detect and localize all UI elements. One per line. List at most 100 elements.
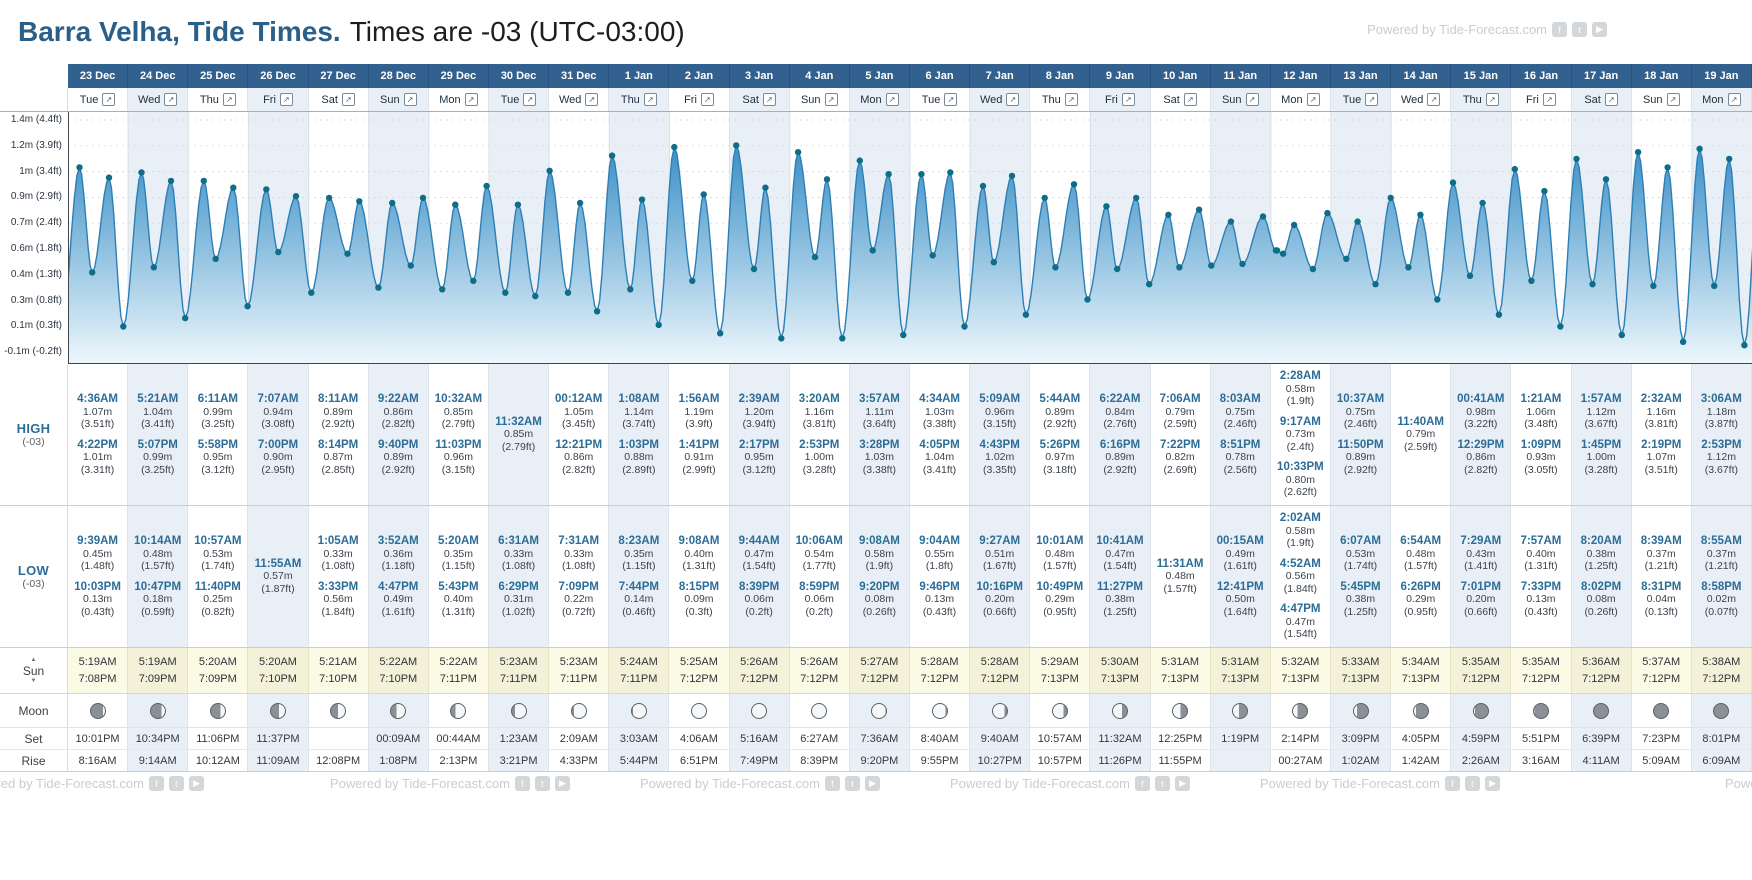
day-link[interactable]: Wed ↗ [549,88,610,111]
day-link[interactable]: Fri ↗ [248,88,309,111]
external-link-icon[interactable]: ↗ [1006,93,1020,106]
external-link-icon[interactable]: ↗ [1542,93,1556,106]
external-link-icon[interactable]: ↗ [1604,93,1618,106]
tide-entry: 5:20AM 0.35m (1.15ft) [438,535,479,573]
date-header-cell[interactable]: 14 Jan [1391,64,1452,88]
date-header-cell[interactable]: 2 Jan [669,64,730,88]
date-header-cell[interactable]: 13 Jan [1331,64,1392,88]
external-link-icon[interactable]: ↗ [1365,93,1379,106]
day-link[interactable]: Thu ↗ [609,88,670,111]
day-link[interactable]: Sat ↗ [308,88,369,111]
date-header-cell[interactable]: 17 Jan [1572,64,1632,88]
tide-time: 5:45PM [1340,580,1381,593]
day-link[interactable]: Tue ↗ [1330,88,1392,111]
date-header-cell[interactable]: 24 Dec [128,64,189,88]
date-header-cell[interactable]: 31 Dec [549,64,610,88]
facebook-icon: f [1444,776,1460,791]
tide-point-dot [439,286,446,293]
day-link[interactable]: Sun ↗ [1210,88,1271,111]
external-link-icon[interactable]: ↗ [523,93,537,106]
day-link[interactable]: Sun ↗ [368,88,429,111]
date-header-cell[interactable]: 10 Jan [1151,64,1211,88]
date-header-cell[interactable]: 6 Jan [910,64,971,88]
day-link[interactable]: Fri ↗ [1090,88,1151,111]
external-link-icon[interactable]: ↗ [700,93,714,106]
day-link[interactable]: Mon ↗ [1270,88,1331,111]
external-link-icon[interactable]: ↗ [885,93,899,106]
day-link[interactable]: Mon ↗ [1691,88,1752,111]
external-link-icon[interactable]: ↗ [102,93,116,106]
external-link-icon[interactable]: ↗ [279,93,293,106]
tide-time: 10:16PM [976,580,1024,593]
external-link-icon[interactable]: ↗ [1666,93,1680,106]
external-link-icon[interactable]: ↗ [403,93,417,106]
tide-height-m: 1.20m [744,405,774,418]
date-header-cell[interactable]: 12 Jan [1271,64,1331,88]
day-link[interactable]: Tue ↗ [909,88,971,111]
tide-time: 2:02AM [1279,512,1321,525]
date-header-cell[interactable]: 7 Jan [970,64,1031,88]
day-link[interactable]: Sat ↗ [1150,88,1211,111]
day-link[interactable]: Sat ↗ [729,88,790,111]
date-header-cell[interactable]: 26 Dec [248,64,309,88]
external-link-icon[interactable]: ↗ [1183,93,1197,106]
day-link[interactable]: Sat ↗ [1571,88,1632,111]
date-header-cell[interactable]: 11 Jan [1211,64,1271,88]
date-header-cell[interactable]: 1 Jan [609,64,670,88]
day-link[interactable]: Sun ↗ [1631,88,1692,111]
external-link-icon[interactable]: ↗ [1245,93,1259,106]
day-link[interactable]: Fri ↗ [669,88,730,111]
date-header-cell[interactable]: 28 Dec [369,64,429,88]
moon-phase-icon [330,702,347,719]
external-link-icon[interactable]: ↗ [1727,93,1741,106]
day-link[interactable]: Mon ↗ [428,88,489,111]
date-header-cell[interactable]: 9 Jan [1090,64,1151,88]
external-link-icon[interactable]: ↗ [1064,93,1078,106]
external-link-icon[interactable]: ↗ [464,93,478,106]
moon-phase-icon [149,702,166,719]
moon-phase-icon [1051,702,1068,719]
day-link[interactable]: Wed ↗ [128,88,189,111]
date-header-cell[interactable]: 18 Jan [1632,64,1692,88]
day-link[interactable]: Thu ↗ [1030,88,1091,111]
date-header-cell[interactable]: 27 Dec [309,64,369,88]
external-link-icon[interactable]: ↗ [1427,93,1441,106]
day-link[interactable]: Wed ↗ [1391,88,1452,111]
day-link[interactable]: Thu ↗ [1451,88,1512,111]
day-link[interactable]: Wed ↗ [970,88,1031,111]
date-header-cell[interactable]: 30 Dec [489,64,550,88]
tide-time: 6:26PM [1400,580,1441,593]
external-link-icon[interactable]: ↗ [1121,93,1135,106]
external-link-icon[interactable]: ↗ [222,93,236,106]
external-link-icon[interactable]: ↗ [643,93,657,106]
moonrise-time: 3:16AM [1511,750,1572,771]
external-link-icon[interactable]: ↗ [824,93,838,106]
external-link-icon[interactable]: ↗ [164,93,178,106]
external-link-icon[interactable]: ↗ [341,93,355,106]
moon-phase-icon [450,702,467,719]
external-link-icon[interactable]: ↗ [762,93,776,106]
tide-height-ft: (1.21ft) [1644,560,1678,572]
date-header-cell[interactable]: 5 Jan [850,64,910,88]
external-link-icon[interactable]: ↗ [1485,93,1499,106]
date-header-cell[interactable]: 23 Dec [68,64,129,88]
date-header-cell[interactable]: 4 Jan [790,64,850,88]
date-header-cell[interactable]: 29 Dec [429,64,489,88]
date-header-cell[interactable]: 3 Jan [730,64,790,88]
day-link[interactable]: Thu ↗ [188,88,249,111]
tide-point-dot [244,303,251,310]
date-header-cell[interactable]: 25 Dec [188,64,249,88]
external-link-icon[interactable]: ↗ [1306,93,1320,106]
date-header-cell[interactable]: 16 Jan [1511,64,1572,88]
date-header-cell[interactable]: 8 Jan [1030,64,1091,88]
date-header-cell[interactable]: 15 Jan [1451,64,1512,88]
day-link[interactable]: Fri ↗ [1511,88,1572,111]
day-link[interactable]: Tue ↗ [488,88,550,111]
tide-height-ft: (3.81ft) [802,418,836,430]
day-link[interactable]: Sun ↗ [789,88,850,111]
day-link[interactable]: Tue ↗ [68,88,129,111]
external-link-icon[interactable]: ↗ [585,93,599,106]
external-link-icon[interactable]: ↗ [944,93,958,106]
day-link[interactable]: Mon ↗ [849,88,910,111]
date-header-cell[interactable]: 19 Jan [1692,64,1752,88]
